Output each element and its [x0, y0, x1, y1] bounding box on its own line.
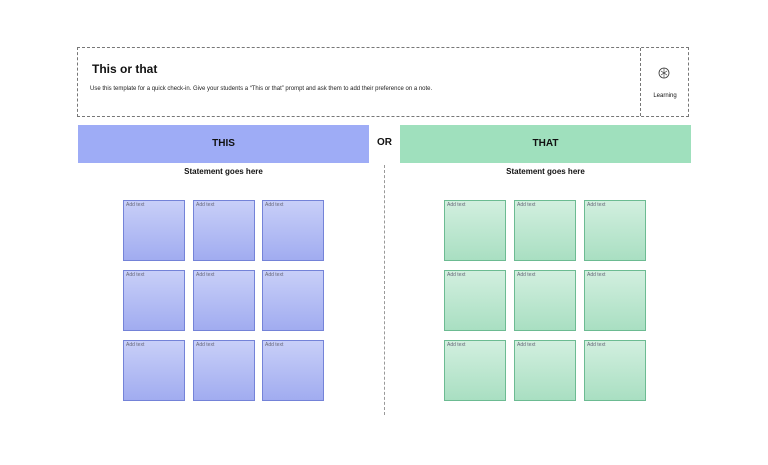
sticky-note[interactable]: Add text [584, 340, 646, 401]
separator: OR [377, 137, 392, 148]
sticky-note[interactable]: Add text [193, 340, 255, 401]
sticky-note[interactable]: Add text [193, 270, 255, 331]
sticky-note[interactable]: Add text [193, 200, 255, 261]
divider [640, 48, 641, 116]
sticky-note[interactable]: Add text [262, 200, 324, 261]
sticky-note[interactable]: Add text [514, 200, 576, 261]
title: This or that [92, 62, 158, 76]
sticky-note[interactable]: Add text [514, 270, 576, 331]
statement: Statement goes here [184, 167, 263, 176]
column-heading: THIS [78, 125, 369, 163]
statement: Statement goes here [506, 167, 585, 176]
learning-icon [658, 67, 670, 79]
tag: Learning [653, 93, 677, 99]
sticky-note[interactable]: Add text [444, 340, 506, 401]
sticky-note[interactable]: Add text [584, 200, 646, 261]
sticky-note[interactable]: Add text [123, 340, 185, 401]
divider-line [384, 165, 385, 415]
sticky-note[interactable]: Add text [123, 270, 185, 331]
sticky-note[interactable]: Add text [262, 340, 324, 401]
column-heading: THAT [400, 125, 691, 163]
sticky-note[interactable]: Add text [444, 200, 506, 261]
sticky-note[interactable]: Add text [262, 270, 324, 331]
sticky-note[interactable]: Add text [444, 270, 506, 331]
sticky-note[interactable]: Add text [584, 270, 646, 331]
description: Use this template for a quick check-in. … [90, 86, 433, 92]
sticky-note[interactable]: Add text [514, 340, 576, 401]
sticky-note[interactable]: Add text [123, 200, 185, 261]
template-header: This or that Use this template for a qui… [77, 47, 689, 117]
